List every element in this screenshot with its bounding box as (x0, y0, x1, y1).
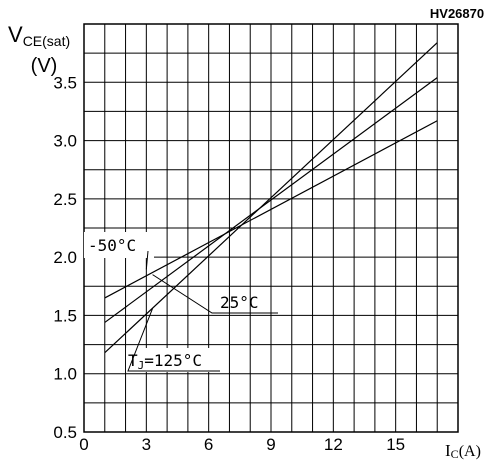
series-line-25c (104, 77, 438, 323)
y-tick-labels: 0.5 1.0 1.5 2.0 2.5 3.0 3.5 (53, 73, 77, 442)
annot-cold-bg (84, 232, 154, 258)
y-axis-title-sub: CE(sat) (23, 33, 70, 49)
annot-hot-main: T (128, 351, 138, 370)
grid (84, 24, 458, 432)
chart-code-label: HV26870 (430, 6, 484, 21)
annot-room-label: 25°C (220, 293, 259, 312)
annot-hot-leader (127, 308, 220, 372)
y-tick-label: 1.0 (53, 365, 77, 384)
y-axis-title-main: V (8, 22, 23, 47)
x-tick-label: 15 (386, 435, 405, 454)
x-axis-title-unit: (A) (459, 443, 481, 460)
annot-hot-label: TJ=125°C (128, 351, 202, 372)
annot-room-leader (152, 274, 278, 314)
x-axis-title-sub: C (451, 447, 459, 461)
series-line-minus50c (104, 120, 438, 299)
y-axis-title: VCE(sat) (8, 22, 70, 49)
x-tick-label: 12 (324, 435, 343, 454)
x-axis-title: IC(A) (445, 441, 481, 461)
y-tick-label: 0.5 (53, 423, 77, 442)
annot-hot-bg (126, 348, 222, 372)
y-axis-unit: (V) (31, 55, 58, 77)
x-tick-label: 9 (266, 435, 275, 454)
x-tick-label: 0 (79, 435, 88, 454)
y-tick-label: 3.5 (53, 73, 77, 92)
y-tick-label: 1.5 (53, 306, 77, 325)
series-line-125c (104, 42, 438, 354)
y-tick-label: 3.0 (53, 132, 77, 151)
x-tick-label: 3 (142, 435, 151, 454)
annot-cold-label: -50°C (88, 236, 136, 255)
series-group (104, 42, 438, 354)
y-tick-label: 2.5 (53, 190, 77, 209)
x-tick-label: 6 (204, 435, 213, 454)
x-axis-title-main: I (445, 441, 451, 460)
plot-frame (83, 23, 459, 433)
x-tick-labels: 0 3 6 9 12 15 (79, 435, 405, 454)
annot-hot-sub: J (138, 359, 145, 372)
annot-cold-leader (145, 250, 149, 270)
annot-hot-rest: =125°C (144, 351, 202, 370)
y-tick-label: 2.0 (53, 248, 77, 267)
annotations: -50°C 25°C TJ=125°C (84, 232, 278, 372)
